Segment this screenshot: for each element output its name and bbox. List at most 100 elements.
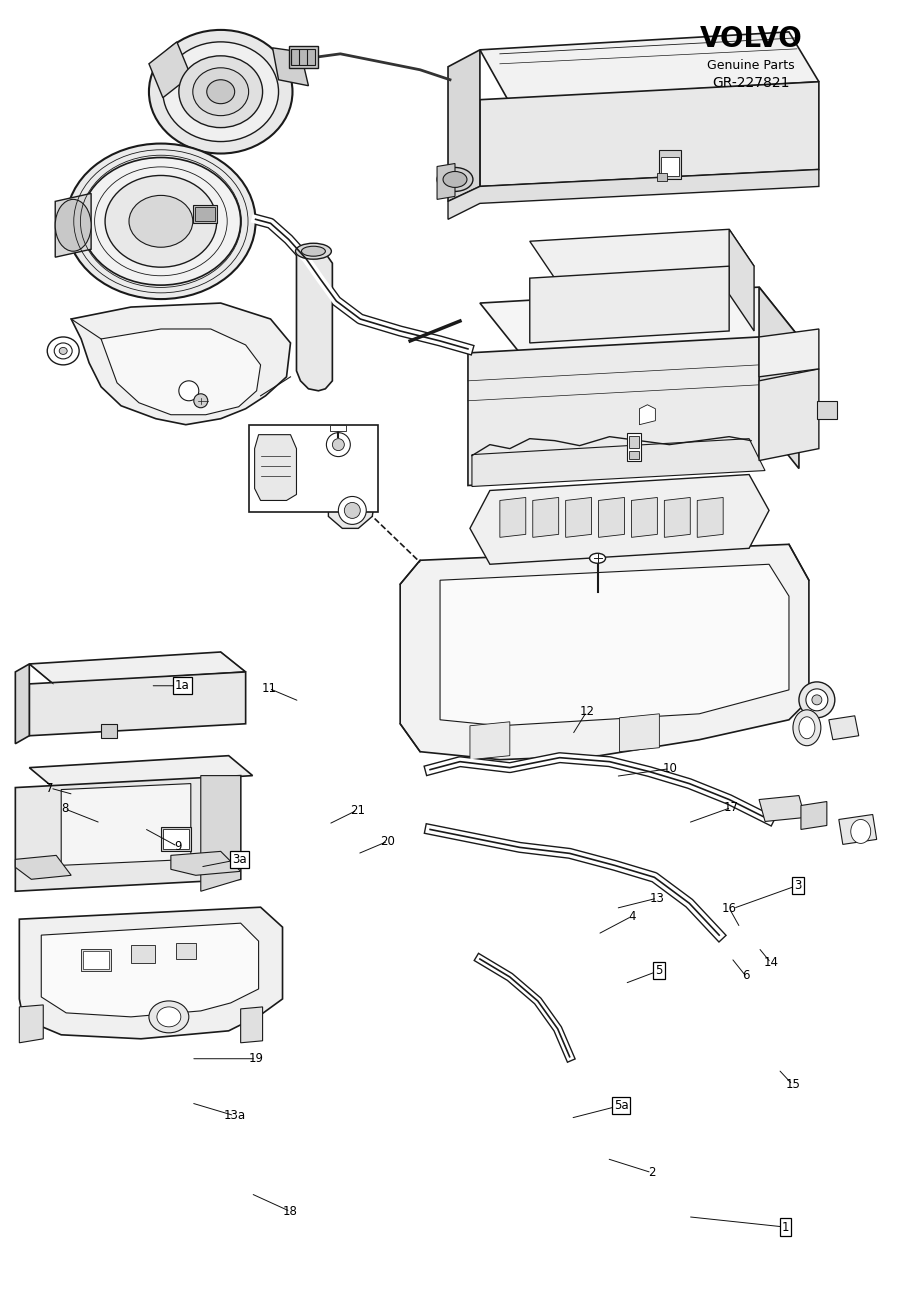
Bar xyxy=(248,425,378,512)
Ellipse shape xyxy=(129,195,193,247)
Polygon shape xyxy=(759,369,819,461)
Text: 1: 1 xyxy=(782,1221,789,1234)
Ellipse shape xyxy=(59,347,67,355)
Polygon shape xyxy=(599,498,624,538)
Ellipse shape xyxy=(82,157,241,284)
Polygon shape xyxy=(829,716,859,739)
Polygon shape xyxy=(328,477,376,529)
Text: GR-227821: GR-227821 xyxy=(712,77,790,90)
Text: Genuine Parts: Genuine Parts xyxy=(708,58,795,71)
Polygon shape xyxy=(201,776,241,891)
Text: 19: 19 xyxy=(248,1052,264,1065)
Polygon shape xyxy=(19,907,283,1039)
Polygon shape xyxy=(565,498,592,538)
Ellipse shape xyxy=(149,1002,188,1033)
Polygon shape xyxy=(15,776,241,891)
Polygon shape xyxy=(29,652,246,683)
Bar xyxy=(292,49,315,65)
Bar xyxy=(331,425,346,431)
Bar xyxy=(193,205,217,223)
Polygon shape xyxy=(440,564,789,726)
Ellipse shape xyxy=(338,496,366,525)
Text: VOLVO: VOLVO xyxy=(699,25,803,53)
Polygon shape xyxy=(468,336,759,486)
Ellipse shape xyxy=(193,68,248,116)
Polygon shape xyxy=(29,756,253,787)
Ellipse shape xyxy=(812,695,822,705)
Text: 15: 15 xyxy=(786,1078,800,1091)
Polygon shape xyxy=(640,405,655,425)
Text: 3: 3 xyxy=(795,878,802,891)
Polygon shape xyxy=(400,544,809,760)
Text: 2: 2 xyxy=(648,1167,655,1179)
Bar xyxy=(82,950,111,972)
Polygon shape xyxy=(759,329,819,377)
Polygon shape xyxy=(530,230,754,278)
Bar xyxy=(83,951,109,969)
Ellipse shape xyxy=(851,820,871,843)
Text: 16: 16 xyxy=(722,902,737,914)
Polygon shape xyxy=(101,329,261,414)
Text: 17: 17 xyxy=(724,801,738,814)
Polygon shape xyxy=(448,49,480,201)
Bar xyxy=(658,174,668,182)
Ellipse shape xyxy=(105,175,217,268)
Polygon shape xyxy=(620,714,660,752)
Polygon shape xyxy=(839,814,877,844)
Ellipse shape xyxy=(333,439,344,451)
Text: 5a: 5a xyxy=(613,1099,629,1112)
Polygon shape xyxy=(472,439,765,487)
Ellipse shape xyxy=(806,688,828,711)
Text: 10: 10 xyxy=(662,763,677,776)
Polygon shape xyxy=(729,230,754,331)
Polygon shape xyxy=(15,664,29,744)
Polygon shape xyxy=(55,194,92,257)
Polygon shape xyxy=(631,498,658,538)
Ellipse shape xyxy=(793,709,821,746)
Ellipse shape xyxy=(149,30,293,153)
Ellipse shape xyxy=(47,336,79,365)
Text: 14: 14 xyxy=(764,956,778,969)
Ellipse shape xyxy=(66,144,255,299)
Bar xyxy=(101,724,117,738)
Polygon shape xyxy=(480,82,819,187)
Bar xyxy=(661,156,680,177)
Text: 9: 9 xyxy=(174,840,181,853)
Bar xyxy=(195,208,215,221)
Ellipse shape xyxy=(157,1007,181,1026)
Text: 3a: 3a xyxy=(233,852,247,866)
Polygon shape xyxy=(664,498,690,538)
Polygon shape xyxy=(171,851,241,876)
Polygon shape xyxy=(533,498,559,538)
Text: 12: 12 xyxy=(579,705,594,718)
Ellipse shape xyxy=(194,394,207,408)
Bar xyxy=(628,433,641,461)
Polygon shape xyxy=(72,303,291,425)
Polygon shape xyxy=(273,48,308,86)
Text: 4: 4 xyxy=(628,909,636,922)
Polygon shape xyxy=(759,795,805,821)
Polygon shape xyxy=(241,1007,263,1043)
Text: 5: 5 xyxy=(655,964,662,977)
Polygon shape xyxy=(480,32,819,100)
Polygon shape xyxy=(437,164,455,199)
Ellipse shape xyxy=(799,682,834,718)
Text: 18: 18 xyxy=(283,1205,298,1218)
Polygon shape xyxy=(19,1005,43,1043)
Ellipse shape xyxy=(590,553,605,564)
Text: 8: 8 xyxy=(61,803,68,816)
Ellipse shape xyxy=(443,171,467,187)
Ellipse shape xyxy=(54,343,72,359)
Bar xyxy=(131,946,155,963)
Ellipse shape xyxy=(178,381,198,401)
Bar xyxy=(630,435,640,448)
Ellipse shape xyxy=(55,199,92,251)
Text: 1a: 1a xyxy=(175,679,189,692)
Polygon shape xyxy=(15,855,72,879)
Polygon shape xyxy=(500,498,525,538)
Text: 13a: 13a xyxy=(224,1109,246,1122)
Polygon shape xyxy=(759,287,799,469)
Ellipse shape xyxy=(437,168,473,191)
Bar xyxy=(163,830,188,850)
Polygon shape xyxy=(470,722,510,760)
